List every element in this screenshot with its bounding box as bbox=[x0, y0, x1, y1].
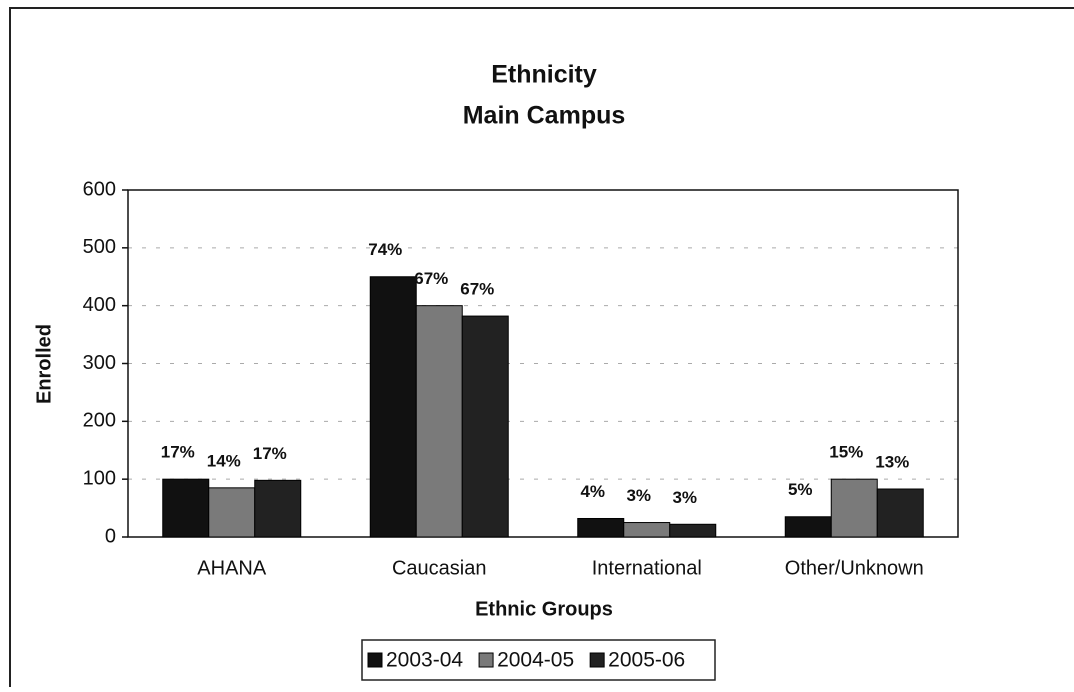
bar bbox=[254, 479, 302, 538]
legend-swatch bbox=[367, 652, 383, 668]
legend-swatch bbox=[589, 652, 605, 668]
value-label: 14% bbox=[207, 451, 241, 470]
value-label: 17% bbox=[253, 444, 287, 463]
x-tick-label: International bbox=[592, 557, 702, 579]
bar bbox=[162, 478, 210, 538]
chart-subtitle: Main Campus bbox=[463, 102, 626, 130]
x-tick-label: Caucasian bbox=[392, 557, 487, 579]
bar bbox=[876, 488, 924, 538]
value-label: 67% bbox=[414, 269, 448, 288]
x-axis-label: Ethnic Groups bbox=[475, 598, 613, 620]
value-label: 4% bbox=[580, 482, 605, 501]
y-tick-label: 400 bbox=[83, 294, 116, 316]
bar bbox=[208, 487, 256, 538]
y-tick-label: 200 bbox=[83, 410, 116, 432]
y-tick-label: 0 bbox=[105, 525, 116, 547]
value-label: 67% bbox=[460, 280, 494, 299]
bar bbox=[669, 523, 717, 538]
x-tick-label: Other/Unknown bbox=[785, 557, 924, 579]
value-label: 3% bbox=[672, 488, 697, 507]
chart-title: Ethnicity bbox=[491, 61, 597, 89]
y-tick-label: 100 bbox=[83, 467, 116, 489]
legend-label: 2004-05 bbox=[497, 649, 574, 672]
bar bbox=[830, 478, 878, 538]
bar bbox=[415, 305, 463, 538]
bar bbox=[623, 522, 671, 538]
legend-box bbox=[361, 639, 716, 681]
frame bbox=[9, 7, 1074, 692]
value-label: 17% bbox=[161, 443, 195, 462]
bar bbox=[784, 516, 832, 538]
x-tick-label: AHANA bbox=[197, 557, 267, 579]
legend-label: 2003-04 bbox=[386, 649, 463, 672]
value-label: 3% bbox=[626, 486, 651, 505]
legend-label: 2005-06 bbox=[608, 649, 685, 672]
bar bbox=[369, 276, 417, 538]
value-label: 15% bbox=[829, 443, 863, 462]
bar bbox=[461, 315, 509, 538]
plot-border bbox=[127, 189, 959, 538]
y-tick-label: 500 bbox=[83, 236, 116, 258]
y-axis-label: Enrolled bbox=[33, 324, 55, 404]
value-label: 74% bbox=[368, 240, 402, 259]
legend-swatch bbox=[478, 652, 494, 668]
y-tick-label: 600 bbox=[83, 178, 116, 200]
value-label: 5% bbox=[788, 480, 813, 499]
y-tick-label: 300 bbox=[83, 352, 116, 374]
bar bbox=[577, 517, 625, 538]
value-label: 13% bbox=[875, 452, 909, 471]
